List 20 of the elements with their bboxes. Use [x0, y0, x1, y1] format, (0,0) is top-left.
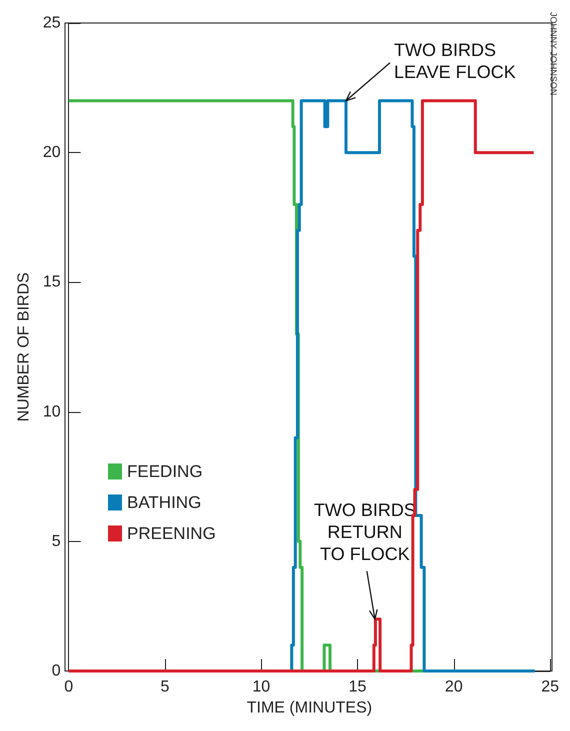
y-tick-label: 20 [42, 144, 61, 162]
annotation: TWO BIRDS RETURN TO FLOCK [314, 500, 416, 564]
legend-label: PREENING [127, 524, 216, 543]
x-tick-label: 20 [444, 678, 463, 696]
y-tick-label: 25 [42, 14, 61, 32]
y-tick-label: 5 [52, 532, 61, 550]
legend-label: BATHING [127, 493, 202, 512]
x-tick-label: 25 [541, 678, 560, 696]
y-axis-title: NUMBER OF BIRDS [16, 272, 32, 422]
x-tick-label: 0 [64, 678, 74, 696]
annotation: JOHNNY JOHNSON [548, 12, 558, 96]
x-tick-label: 15 [348, 678, 367, 696]
y-tick-label: 10 [42, 403, 61, 420]
x-tick-label: 5 [160, 678, 170, 696]
y-tick-label: 0 [52, 662, 61, 680]
x-tick-label: 10 [252, 678, 270, 696]
annotation: TWO BIRDS LEAVE FLOCK [394, 40, 516, 82]
legend-label: FEEDING [127, 462, 203, 481]
y-tick-label: 15 [42, 274, 61, 291]
x-axis-title: TIME (MINUTES) [246, 699, 372, 716]
